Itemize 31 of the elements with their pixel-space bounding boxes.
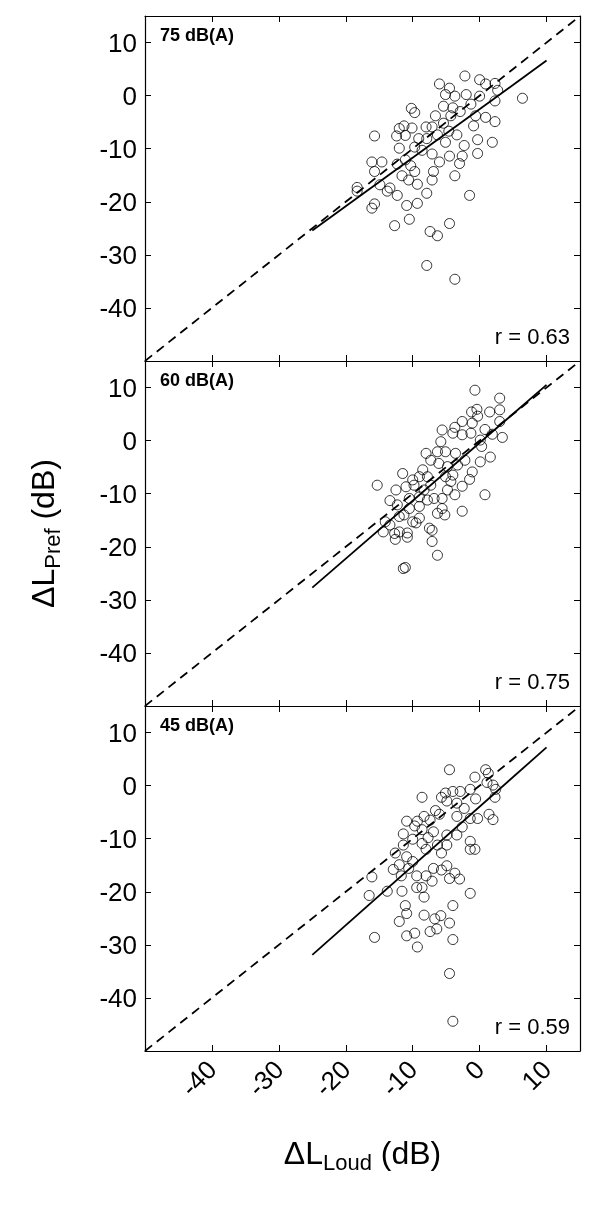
annotation: r = 0.75 (494, 668, 570, 694)
y-tick-label: 0 (122, 425, 137, 456)
y-tick-label: -20 (99, 531, 137, 562)
y-tick-label: 0 (122, 80, 137, 111)
y-tick-label: -20 (99, 186, 137, 217)
y-tick-label: -30 (99, 584, 137, 615)
y-tick-label: -10 (99, 133, 137, 164)
annotation: 45 dB(A) (160, 715, 235, 735)
y-tick-label: -40 (99, 637, 137, 668)
annotation: r = 0.63 (494, 323, 570, 349)
y-tick-label: 10 (108, 717, 137, 748)
y-tick-label: 10 (108, 27, 137, 58)
y-tick-label: -30 (99, 239, 137, 270)
annotation: r = 0.59 (494, 1013, 570, 1039)
annotation: 75 dB(A) (160, 25, 235, 45)
y-tick-label: -40 (99, 982, 137, 1013)
y-tick-label: 10 (108, 372, 137, 403)
y-tick-label: -20 (99, 876, 137, 907)
x-tick-label: -10 (375, 1054, 424, 1103)
y-tick-label: -10 (99, 823, 137, 854)
y-tick-label: -40 (99, 292, 137, 323)
y-tick-label: 0 (122, 770, 137, 801)
y-axis-title: ΔLPref (dB) (25, 459, 65, 608)
annotation: 60 dB(A) (160, 370, 235, 390)
y-tick-label: -30 (99, 929, 137, 960)
x-tick-label: -40 (174, 1054, 223, 1103)
y-tick-label: -10 (99, 478, 137, 509)
x-tick-label: 0 (458, 1054, 491, 1086)
x-tick-label: 10 (515, 1054, 558, 1097)
x-tick-label: -30 (241, 1054, 290, 1103)
x-tick-label: -20 (308, 1054, 357, 1103)
